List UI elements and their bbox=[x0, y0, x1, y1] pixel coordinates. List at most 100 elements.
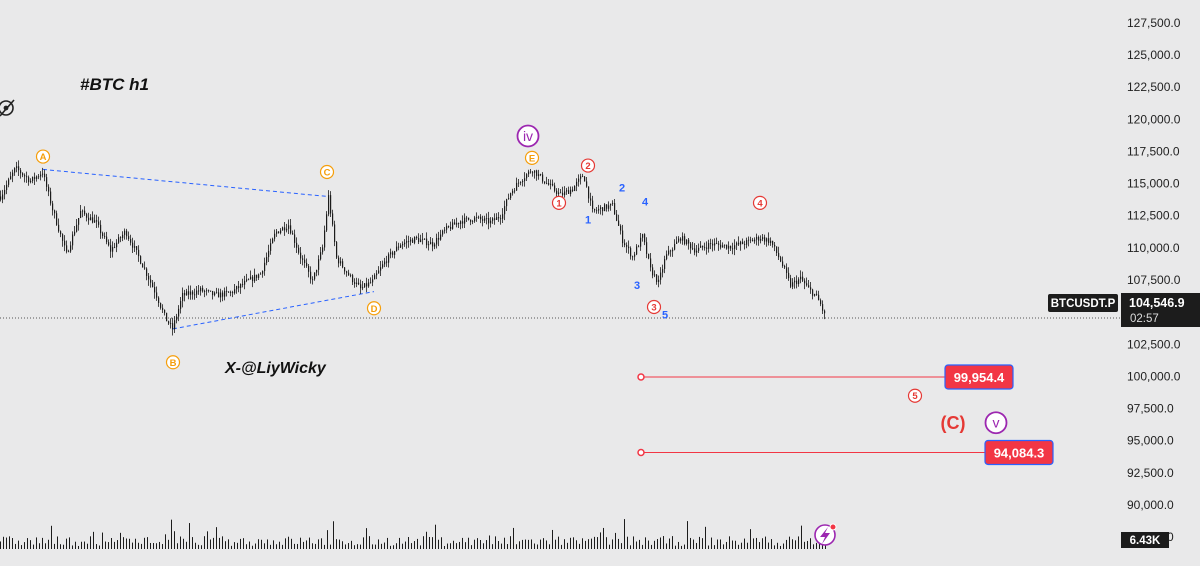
wave-label: C bbox=[324, 168, 331, 179]
volume-bar bbox=[465, 542, 466, 549]
hide-drawings-icon[interactable] bbox=[0, 99, 15, 117]
candle-body bbox=[44, 173, 46, 178]
volume-bar bbox=[714, 545, 715, 549]
candle-body bbox=[298, 247, 300, 253]
candle-body bbox=[284, 227, 286, 231]
volume-bar bbox=[483, 543, 484, 549]
target-tag bbox=[944, 364, 1014, 390]
candle-body bbox=[88, 217, 90, 221]
volume-bar bbox=[798, 536, 799, 549]
price-tick-label: 97,500.0 bbox=[1127, 402, 1174, 416]
candle-body bbox=[698, 247, 700, 251]
volume-bar bbox=[618, 538, 619, 549]
candle-body bbox=[780, 257, 782, 262]
volume-bar bbox=[111, 538, 112, 549]
volume-bar bbox=[36, 537, 37, 549]
price-axis-background bbox=[1121, 0, 1200, 561]
candle-body bbox=[334, 224, 336, 243]
price-axis[interactable]: 127,500.0 125,000.0 122,500.0 120,000.0 117,… bbox=[1121, 0, 1200, 561]
candle-body bbox=[62, 234, 64, 241]
volume-bar bbox=[408, 537, 409, 549]
candle-body bbox=[430, 242, 432, 245]
candle-body bbox=[632, 256, 634, 258]
candle-body bbox=[182, 292, 184, 302]
candle-body bbox=[126, 230, 128, 237]
volume-bar bbox=[720, 539, 721, 549]
candle-body bbox=[92, 217, 94, 223]
candle-body bbox=[210, 290, 212, 292]
candle-body bbox=[348, 272, 350, 276]
price-tick-label: 120,000.0 bbox=[1127, 112, 1181, 126]
volume-bar bbox=[573, 537, 574, 549]
volume-bar bbox=[360, 544, 361, 549]
candle-body bbox=[70, 245, 72, 252]
candle-countdown: 02:57 bbox=[1130, 313, 1159, 325]
candle-body bbox=[104, 235, 106, 237]
candle-body bbox=[462, 221, 464, 224]
candle-body bbox=[474, 217, 476, 222]
candle-body bbox=[330, 195, 332, 214]
wave-label: (C) bbox=[941, 413, 966, 433]
volume-bar bbox=[807, 540, 808, 549]
volume-bar bbox=[717, 539, 718, 549]
candle-body bbox=[508, 198, 510, 200]
price-tick-label: 107,500.0 bbox=[1127, 273, 1181, 287]
volume-bar bbox=[90, 536, 91, 549]
volume-bar bbox=[102, 532, 103, 549]
candle-body bbox=[680, 238, 682, 241]
volume-bar bbox=[666, 543, 667, 549]
candle-body bbox=[350, 275, 352, 277]
volume-bar bbox=[30, 540, 31, 549]
volume-bar bbox=[318, 539, 319, 549]
flash-alert-icon[interactable] bbox=[814, 523, 837, 546]
candle-body bbox=[194, 294, 196, 296]
candle-body bbox=[260, 273, 262, 275]
candle-body bbox=[730, 245, 732, 249]
wave-label: 5 bbox=[912, 391, 918, 402]
candle-body bbox=[422, 238, 424, 240]
last-price-tag[interactable]: 104,546.9 02:57 bbox=[1121, 293, 1200, 327]
volume-bar bbox=[183, 538, 184, 549]
volume-bar bbox=[486, 540, 487, 549]
candle-body bbox=[280, 230, 282, 234]
candle-body bbox=[420, 239, 422, 243]
candle-body bbox=[506, 199, 508, 207]
candle-body bbox=[446, 226, 448, 230]
candle-body bbox=[176, 316, 178, 321]
candle-body bbox=[686, 239, 688, 244]
candle-body bbox=[10, 176, 12, 180]
candle-body bbox=[122, 234, 124, 238]
trendline bbox=[42, 168, 328, 197]
target-anchor bbox=[637, 373, 645, 381]
candle-body bbox=[200, 287, 202, 292]
volume-bar bbox=[441, 537, 442, 549]
candle-body bbox=[270, 243, 272, 251]
candle-body bbox=[454, 222, 456, 225]
candle-body bbox=[756, 237, 758, 240]
symbol-tag[interactable]: BTCUSDT.P bbox=[1048, 294, 1118, 312]
candle-body bbox=[572, 189, 574, 191]
volume-bar bbox=[687, 521, 688, 549]
volume-bar bbox=[771, 539, 772, 549]
volume-bar bbox=[474, 539, 475, 549]
candle-body bbox=[366, 283, 368, 287]
volume-bar bbox=[129, 538, 130, 549]
candle-body bbox=[428, 244, 430, 246]
volume-bar bbox=[252, 545, 253, 549]
candle-body bbox=[740, 241, 742, 245]
candle-body bbox=[822, 304, 824, 311]
volume-bar bbox=[696, 542, 697, 549]
volume-bar bbox=[516, 544, 517, 549]
volume-bar bbox=[168, 539, 169, 549]
volume-bar bbox=[351, 540, 352, 549]
candle-body bbox=[96, 220, 98, 222]
candle-body bbox=[326, 214, 328, 231]
candle-body bbox=[728, 245, 730, 249]
candle-body bbox=[664, 259, 666, 269]
volume-bar bbox=[57, 536, 58, 549]
candle-body bbox=[414, 237, 416, 243]
candle-body bbox=[312, 279, 314, 281]
volume-bar bbox=[615, 532, 616, 549]
candle-body bbox=[532, 172, 534, 174]
